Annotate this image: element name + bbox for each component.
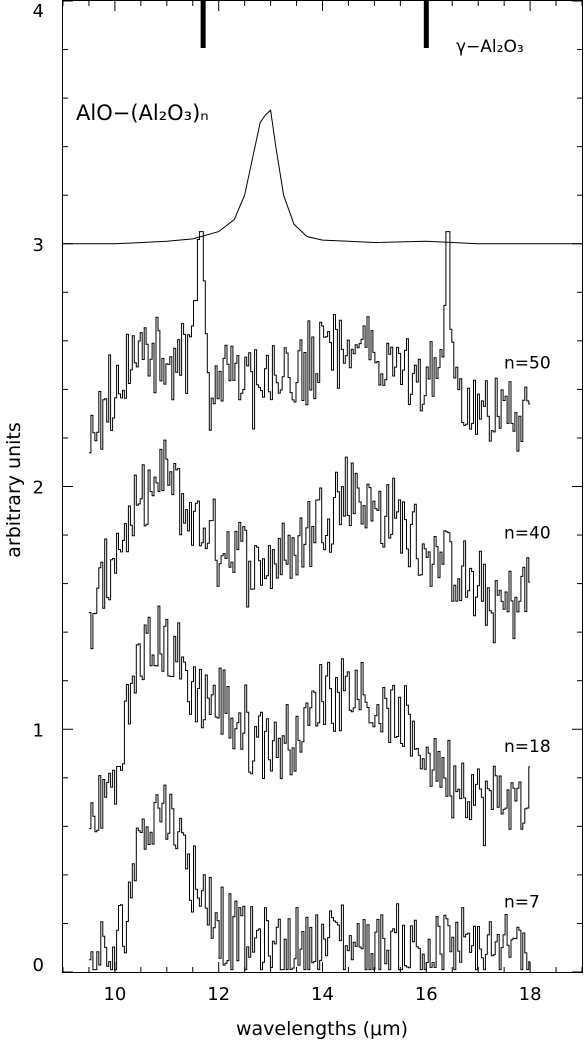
y-tick-label: 1 — [33, 720, 44, 741]
series-label: n=50 — [504, 354, 551, 374]
series-n-40 — [89, 439, 531, 650]
cluster-label: AlO−(Al₂O₃)ₙ — [76, 101, 209, 125]
series-n-50 — [89, 231, 531, 454]
x-tick-label: 16 — [415, 984, 438, 1005]
x-axis-label: wavelengths (μm) — [236, 1018, 408, 1040]
x-tick-label: 18 — [519, 984, 542, 1005]
axis-ticks — [62, 0, 583, 973]
series-layer — [63, 109, 582, 971]
gamma-al2o3-markers — [200, 0, 429, 48]
series-label: n=7 — [504, 893, 540, 913]
series-label: n=40 — [504, 524, 551, 544]
x-tick-label: 12 — [207, 984, 230, 1005]
series-labels: n=50 n=40 n=18 n=7 — [504, 354, 551, 913]
series-label: n=18 — [504, 737, 551, 757]
plot-frame — [62, 0, 583, 973]
y-tick-label: 0 — [33, 955, 44, 976]
x-tick-label: 14 — [311, 984, 334, 1005]
y-tick-label: 2 — [33, 478, 44, 499]
y-axis-label: arbitrary units — [3, 422, 25, 558]
series-reference — [63, 109, 582, 245]
series-n-18 — [89, 605, 531, 847]
gamma-al2o3-label: γ−Al₂O₃ — [456, 37, 524, 57]
y-tick-label: 4 — [33, 1, 44, 22]
x-tick-label: 10 — [103, 984, 126, 1005]
y-tick-label: 3 — [33, 235, 44, 256]
series-n-7 — [89, 784, 531, 971]
